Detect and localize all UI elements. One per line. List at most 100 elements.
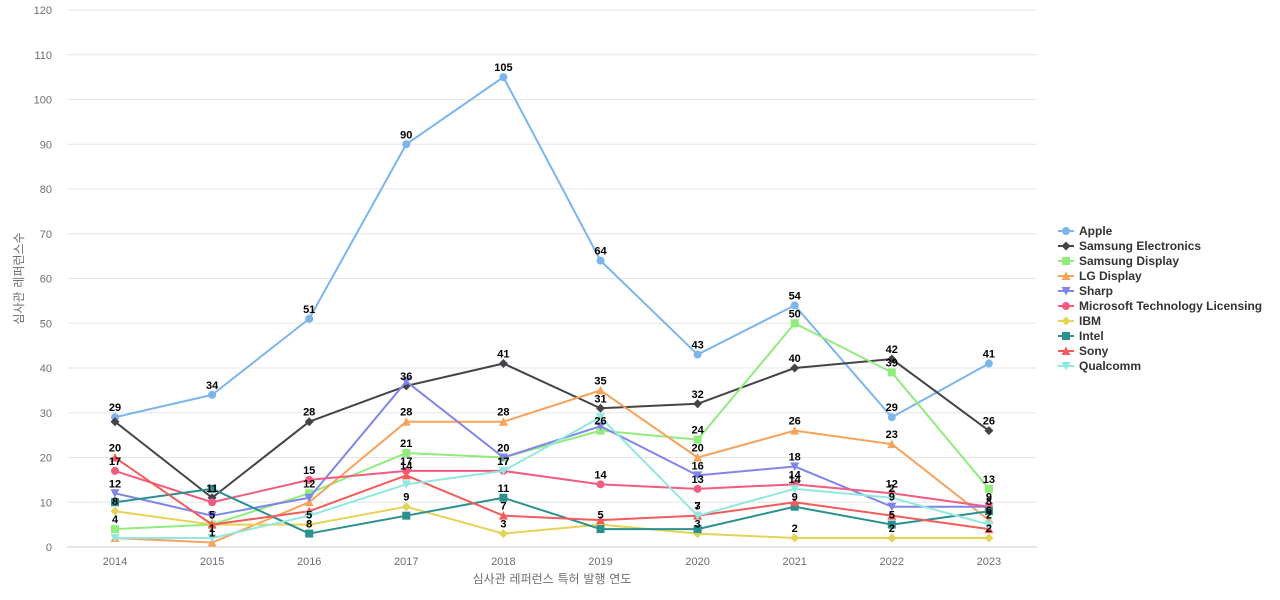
x-tick-label: 2015 (200, 556, 224, 568)
data-point (596, 256, 605, 265)
x-tick-label: 2023 (977, 556, 1001, 568)
data-point (207, 520, 217, 529)
series-sharp (110, 377, 994, 521)
legend-item-sony[interactable]: Sony (1058, 344, 1109, 358)
y-axis-ticks: 0 10 20 30 40 50 60 70 80 90 100 110 120 (34, 5, 52, 554)
data-point (304, 520, 314, 530)
data-label: 105 (494, 62, 512, 74)
data-point (498, 359, 508, 369)
data-point (304, 417, 314, 427)
legend-item-samsung-electronics[interactable]: Samsung Electronics (1058, 239, 1201, 253)
data-point (596, 480, 605, 489)
data-point (401, 470, 411, 480)
legend-item-qualcomm[interactable]: Qualcomm (1058, 359, 1141, 373)
series-samsung-display (111, 319, 993, 534)
data-point (304, 493, 314, 503)
legend-item-lg-display[interactable]: LG Display (1058, 269, 1142, 283)
data-label: 17 (497, 456, 509, 468)
data-point (111, 498, 119, 507)
data-label: 28 (303, 407, 315, 419)
data-label: 1 (209, 523, 215, 535)
x-tick-label: 2016 (297, 556, 321, 568)
legend-marker (1061, 362, 1071, 371)
legend-marker (1061, 271, 1071, 280)
data-point (693, 435, 702, 444)
data-label: 50 (789, 308, 801, 320)
data-label: 14 (594, 469, 607, 481)
data-label: 20 (691, 443, 703, 455)
y-tick-label: 120 (34, 5, 52, 17)
data-label: 8 (306, 519, 312, 531)
data-point (110, 506, 120, 516)
series-lg-display (110, 385, 994, 547)
legend-marker (1061, 346, 1071, 355)
legend-item-samsung-display[interactable]: Samsung Display (1058, 254, 1179, 268)
data-label: 5 (597, 510, 603, 522)
data-label: 11 (206, 483, 218, 495)
data-point (498, 417, 508, 426)
data-point (596, 413, 605, 422)
legend-item-sharp[interactable]: Sharp (1058, 284, 1113, 298)
x-tick-label: 2022 (880, 556, 904, 568)
legend-marker (1062, 332, 1070, 340)
x-axis-title: 심사관 레퍼런스 특허 발행 연도 (473, 571, 632, 586)
data-point (498, 529, 508, 539)
legend-item-ibm[interactable]: IBM (1058, 314, 1101, 328)
x-tick-label: 2021 (782, 556, 806, 568)
data-point (110, 489, 120, 498)
data-label: 2 (792, 523, 798, 535)
data-label: 2 (986, 523, 992, 535)
data-label: 7 (500, 501, 506, 513)
legend-item-intel[interactable]: Intel (1058, 329, 1104, 343)
data-point (304, 511, 314, 521)
data-label: 28 (400, 407, 412, 419)
data-point (498, 511, 508, 520)
data-label: 29 (109, 402, 121, 414)
legend-marker (1062, 227, 1070, 235)
data-label: 35 (594, 375, 606, 387)
data-label: 8 (112, 496, 118, 508)
data-label: 14 (789, 474, 802, 486)
data-point (498, 453, 508, 462)
x-tick-label: 2017 (394, 556, 418, 568)
data-point (984, 520, 994, 530)
data-label: 2 (889, 483, 895, 495)
y-tick-label: 90 (40, 139, 52, 151)
data-label: 12 (303, 478, 315, 490)
data-label: 39 (886, 357, 898, 369)
data-point (111, 525, 119, 534)
series-qualcomm (110, 413, 994, 543)
data-label: 29 (886, 402, 898, 414)
data-label: 31 (594, 393, 606, 405)
data-point (693, 350, 702, 359)
data-point (790, 462, 800, 471)
data-label: 3 (695, 501, 701, 513)
data-label: 8 (986, 496, 992, 508)
data-point (110, 417, 120, 427)
data-label: 11 (498, 483, 510, 495)
data-point (208, 390, 217, 399)
data-label: 14 (400, 460, 413, 472)
y-tick-label: 50 (40, 318, 52, 330)
data-point (693, 525, 702, 534)
data-label: 41 (983, 349, 995, 361)
data-point (596, 515, 605, 525)
legend-item-apple[interactable]: Apple (1058, 224, 1113, 238)
data-label: 54 (789, 290, 802, 302)
data-point (596, 422, 605, 431)
x-tick-label: 2020 (685, 556, 709, 568)
data-label: 26 (983, 416, 995, 428)
data-point (790, 502, 799, 511)
data-label: 2 (986, 510, 992, 522)
legend-label: Qualcomm (1079, 359, 1141, 373)
data-label: 32 (691, 389, 703, 401)
data-point (305, 489, 314, 498)
data-point (984, 533, 994, 543)
data-point (790, 363, 800, 373)
data-point (693, 399, 703, 409)
series-line (114, 76, 990, 419)
data-label: 7 (695, 501, 701, 513)
legend-item-microsoft-technology-licensing[interactable]: Microsoft Technology Licensing (1058, 299, 1262, 313)
data-label: 3 (500, 519, 506, 531)
data-point (401, 502, 411, 512)
